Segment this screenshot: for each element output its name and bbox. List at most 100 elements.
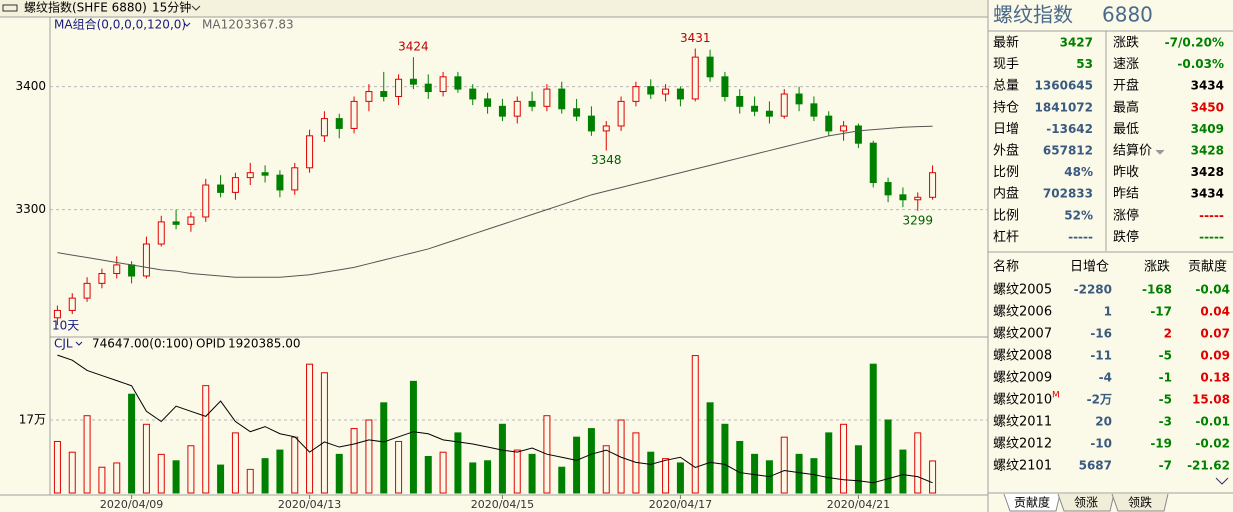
candle-body [795,93,803,105]
quote-title: 螺纹指数 [993,3,1073,27]
volume-bar [558,466,566,494]
candle-body [350,100,358,129]
volume-bar [884,419,892,494]
candle-body [172,221,180,225]
tab[interactable] [1003,493,1061,512]
quote-code: 6880 [1102,3,1153,27]
quote-label: 持仓 [993,100,1019,115]
quote-label: 昨结 [1113,187,1139,202]
tab-label[interactable]: 贡献度 [1014,495,1050,510]
contract-cell: -19 [1150,437,1172,451]
candle-body [691,56,699,100]
x-tick-label: 2020/04/17 [649,498,712,511]
contract-cell: 20 [1095,415,1112,429]
contract-name[interactable]: 螺纹2010 [993,393,1052,408]
candle-body [217,184,225,193]
y-tick-label: 17万 [19,412,46,426]
candle-body [854,125,862,144]
extreme-annotation: 3431 [680,31,711,45]
contract-cell: 1 [1104,305,1112,319]
tab-label[interactable]: 领跌 [1128,495,1152,510]
volume-bar [840,423,848,494]
volume-bar [810,458,818,494]
contract-name[interactable]: 螺纹2009 [993,371,1052,386]
candle-body [840,125,848,132]
quote-label: 比例 [993,165,1019,180]
quote-label: 开盘 [1113,78,1139,94]
contract-name[interactable]: 螺纹2011 [993,415,1052,430]
contract-cell: -5 [1159,393,1172,407]
contract-name[interactable]: 螺纹2012 [993,437,1052,452]
indicator-dropdown[interactable] [183,22,191,27]
quote-value: 52% [1064,208,1093,222]
volume-name[interactable]: CJL [54,337,73,351]
volume-bar [83,415,91,494]
candle-body [113,264,121,275]
candle-body [632,86,640,102]
ma-value: 3367.83 [244,18,294,32]
instrument-title[interactable]: 螺纹指数(SHFE 6880) [24,0,147,15]
period-dropdown[interactable] [191,5,201,11]
contract-cell: -21.62 [1187,459,1230,473]
volume-bar [662,458,670,494]
volume-bar [276,449,284,494]
contract-name[interactable]: 螺纹2008 [993,349,1052,364]
candle-body [83,282,91,299]
settle-dropdown[interactable] [1155,149,1165,155]
volume-bar [409,380,417,494]
volume-bar [513,449,521,494]
candle-body [929,172,937,198]
candle-body [736,95,744,107]
quote-value: 3428 [1191,165,1224,179]
contract-name[interactable]: 螺纹2101 [993,459,1052,474]
candle-body [424,83,432,93]
toolbar-icon[interactable] [2,4,18,12]
volume-bar [365,419,373,494]
quote-value: 3450 [1191,100,1224,114]
contract-name[interactable]: 螺纹2006 [993,305,1052,320]
table-header: 名称 [993,259,1019,275]
candle-body [409,78,417,85]
table-header: 涨跌 [1144,259,1170,275]
volume-bar [395,440,403,494]
contract-cell: -16 [1090,327,1112,341]
volume-bar [157,453,165,494]
volume-bar [899,449,907,494]
quote-label: 现手 [993,57,1019,72]
quote-value: 48% [1064,165,1093,179]
quote-label: 杠杆 [993,229,1019,245]
quote-value: ----- [1199,208,1224,222]
candle-body [454,76,462,90]
toolbar [0,0,988,17]
indicator-label[interactable]: MA组合(0,0,0,0,120,0) [54,17,186,32]
quote-label: 涨跌 [1113,35,1139,51]
volume-bar [751,453,759,494]
ma-line [57,125,933,278]
tab[interactable] [1057,493,1115,512]
contract-cell: 0.04 [1200,305,1230,319]
tab-label[interactable]: 领涨 [1074,495,1098,510]
contract-cell: -4 [1099,371,1112,385]
table-header: 日增仓 [1070,260,1109,275]
contract-name[interactable]: 螺纹2007 [993,327,1052,342]
contract-cell: 0.07 [1200,327,1230,341]
quote-label: 最高 [1113,99,1139,115]
contract-cell: -0.02 [1195,437,1230,451]
volume-bar [113,462,121,494]
table-header: 贡献度 [1188,259,1227,275]
volume-bar [647,451,655,494]
volume-dropdown[interactable] [75,341,83,346]
contract-cell: -1 [1159,371,1172,385]
candle-body [320,118,328,137]
candle-body [558,88,566,110]
candle-body [899,194,907,201]
x-tick-label: 2020/04/15 [471,498,534,511]
tab[interactable] [1111,493,1169,512]
volume-bar [335,453,343,494]
scroll-arrow[interactable] [1215,477,1229,485]
period-selector[interactable]: 15分钟 [152,0,191,15]
contract-name[interactable]: 螺纹2005 [993,283,1052,298]
x-tick-label: 2020/04/21 [827,498,890,511]
candle-body [335,118,343,129]
